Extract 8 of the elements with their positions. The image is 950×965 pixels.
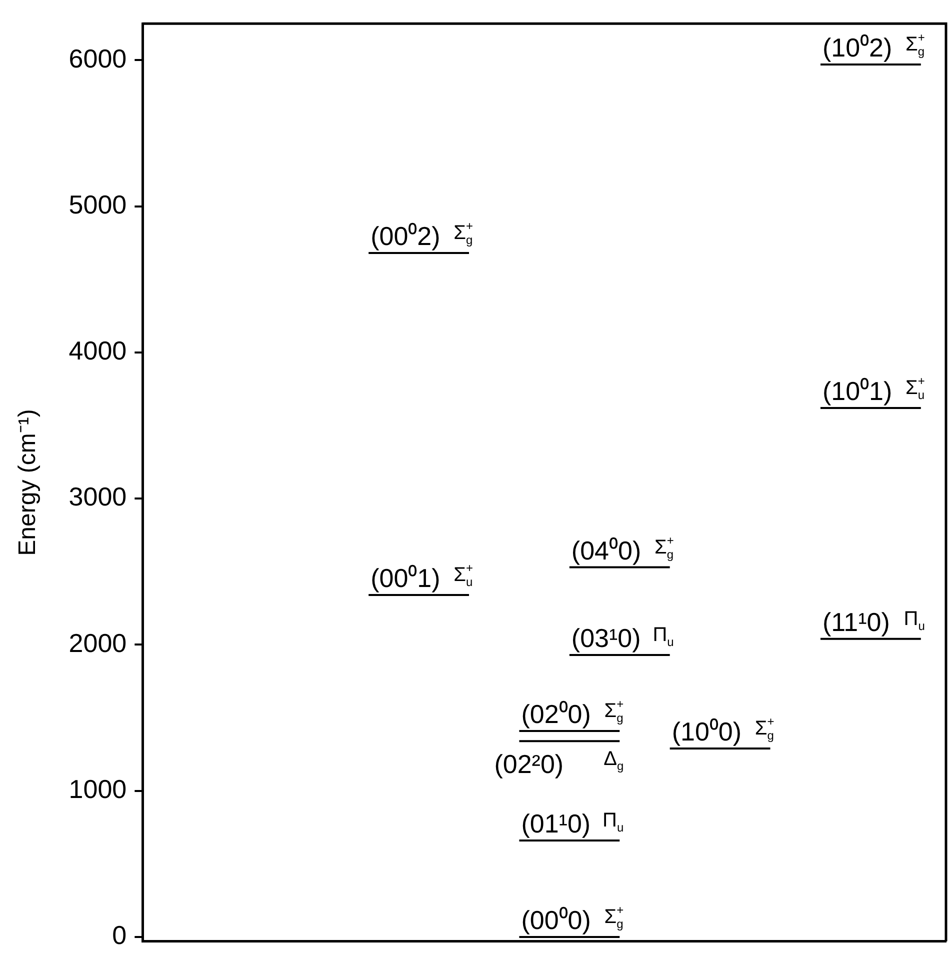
y-tick-label: 6000 xyxy=(68,43,127,74)
y-tick-label: 4000 xyxy=(68,336,127,366)
y-tick-label: 0 xyxy=(112,920,127,950)
y-axis-title: Energy (cm⁻¹) xyxy=(14,409,42,556)
y-tick-label: 1000 xyxy=(68,774,127,804)
y-tick-label: 5000 xyxy=(68,189,127,220)
y-tick-label: 2000 xyxy=(68,628,127,658)
y-tick-label: 3000 xyxy=(68,482,127,512)
